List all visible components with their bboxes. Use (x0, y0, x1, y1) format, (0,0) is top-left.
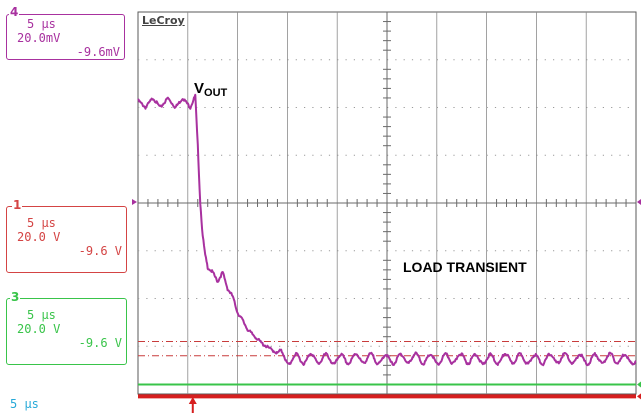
channel-4-info-box: 5 µs 20.0mV -9.6mV (6, 14, 125, 60)
markers (132, 199, 641, 413)
ch3-timebase: 5 µs (27, 308, 56, 322)
vout-annotation: VOUT (194, 80, 227, 99)
ch3-number: 3 (10, 290, 21, 304)
ch4-number: 4 (9, 5, 20, 19)
graticule (137, 11, 637, 395)
ch3-offset: -9.6 V (78, 336, 122, 350)
ch1-number: 1 (12, 198, 23, 212)
ch4-right-marker (637, 199, 641, 205)
trigger-marker-head (188, 397, 197, 404)
timebase-label: 5 µs (10, 397, 39, 411)
channel-3-info-box: 5 µs 20.0 V -9.6 V (6, 298, 127, 365)
vout-main: V (194, 80, 205, 97)
ch4-level-marker (132, 199, 137, 205)
traces (137, 93, 637, 399)
ch1-offset: -9.6 V (78, 244, 122, 258)
channel-1-info-box: 5 µs 20.0 V -9.6 V (6, 206, 127, 273)
ch4-scale: 20.0mV (17, 31, 61, 45)
instrument-brand: LeCroy (142, 14, 185, 27)
channel-4-trace (137, 93, 637, 367)
ch4-timebase: 5 µs (27, 17, 56, 31)
vout-subscript: OUT (204, 87, 228, 99)
ch1-scale: 20.0 V (17, 230, 61, 244)
ch1-right-marker (637, 393, 641, 400)
ch1-timebase: 5 µs (27, 216, 56, 230)
ch4-offset: -9.6mV (76, 45, 120, 59)
load-transient-annotation: LOAD TRANSIENT (403, 259, 527, 275)
ch3-scale: 20.0 V (17, 322, 61, 336)
ch3-right-marker (637, 381, 641, 388)
